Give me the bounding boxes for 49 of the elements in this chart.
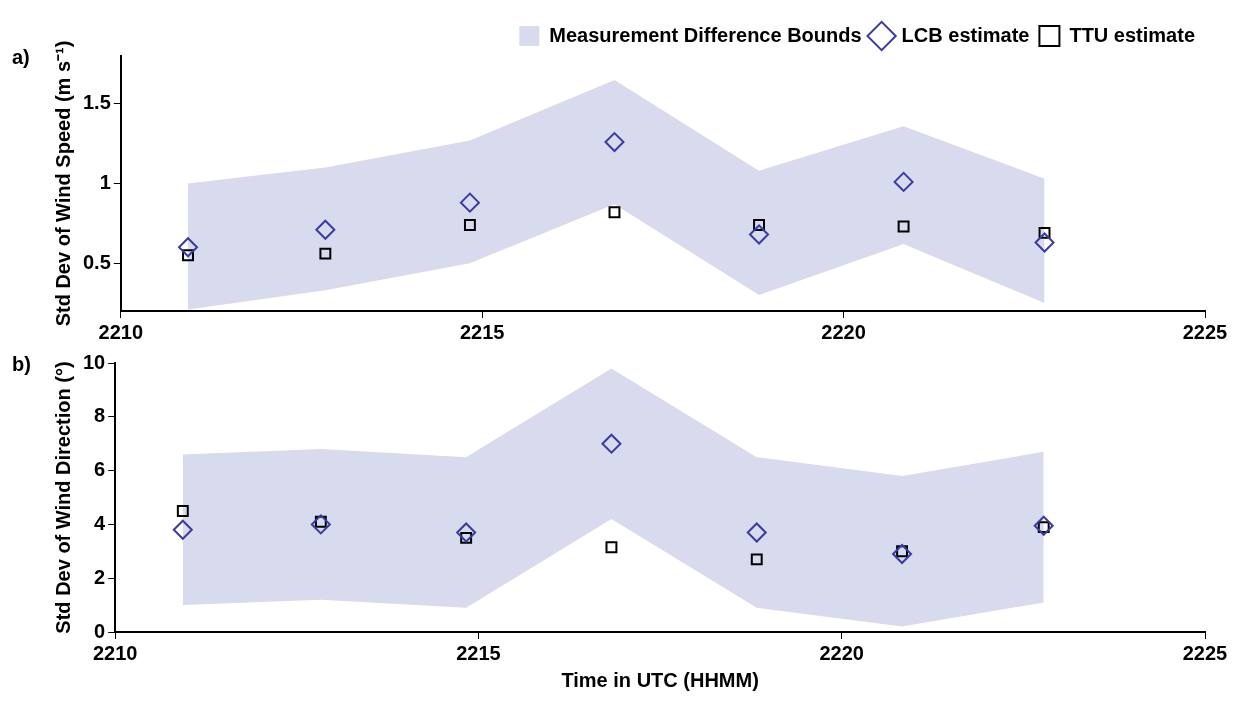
x-tick-label: 2215: [456, 641, 501, 664]
point: [1038, 226, 1051, 239]
point: [176, 505, 189, 517]
x-axis-title: Time in UTC (HHMM): [561, 668, 759, 691]
y-tick-label: 6: [94, 458, 106, 481]
point: [750, 553, 763, 566]
text: a): [12, 45, 30, 68]
x-tick-label: 2225: [1182, 320, 1228, 343]
y-tick-label: 10: [83, 350, 106, 373]
legend-label: TTU estimate: [1069, 23, 1196, 46]
y-tick-label: 4: [94, 511, 107, 534]
x-tick-label: 2220: [819, 641, 864, 664]
x-tick-label: 2225: [1182, 641, 1228, 664]
point: [182, 249, 194, 262]
y-axis-title: Std Dev of Wind Direction (°): [51, 361, 74, 634]
legend-label: LCB estimate: [901, 23, 1030, 46]
y-tick-label: 0.5: [82, 250, 111, 273]
point: [315, 219, 336, 240]
point: [892, 543, 913, 564]
point: [463, 218, 476, 231]
point: [605, 541, 618, 554]
point: [1033, 515, 1054, 536]
point: [1034, 232, 1055, 253]
x-tick-label: 2215: [459, 320, 505, 343]
point: [310, 514, 331, 535]
point: [746, 522, 767, 543]
point: [459, 192, 480, 213]
point: [749, 224, 770, 245]
y-tick-label: 0: [94, 619, 106, 642]
y-tick-label: 8: [94, 404, 106, 427]
point: [893, 171, 914, 192]
point: [319, 247, 332, 260]
x-tick-label: 2220: [821, 320, 866, 343]
y-tick-label: 1.5: [82, 91, 111, 114]
point: [172, 519, 193, 540]
point: [753, 218, 765, 231]
y-tick-label: 1: [99, 171, 111, 194]
point: [178, 237, 199, 258]
text: b): [12, 352, 31, 375]
point: [897, 220, 910, 233]
point: [456, 522, 477, 543]
x-tick-label: 2210: [98, 320, 144, 343]
y-tick-label: 2: [94, 565, 106, 588]
point: [604, 132, 625, 153]
point: [601, 433, 622, 454]
y-axis-title: Std Dev of Wind Speed (m s⁻¹): [51, 40, 74, 327]
point: [608, 206, 621, 219]
x-tick-label: 2210: [93, 641, 138, 664]
legend-label: Measurement Difference Bounds: [549, 23, 862, 46]
